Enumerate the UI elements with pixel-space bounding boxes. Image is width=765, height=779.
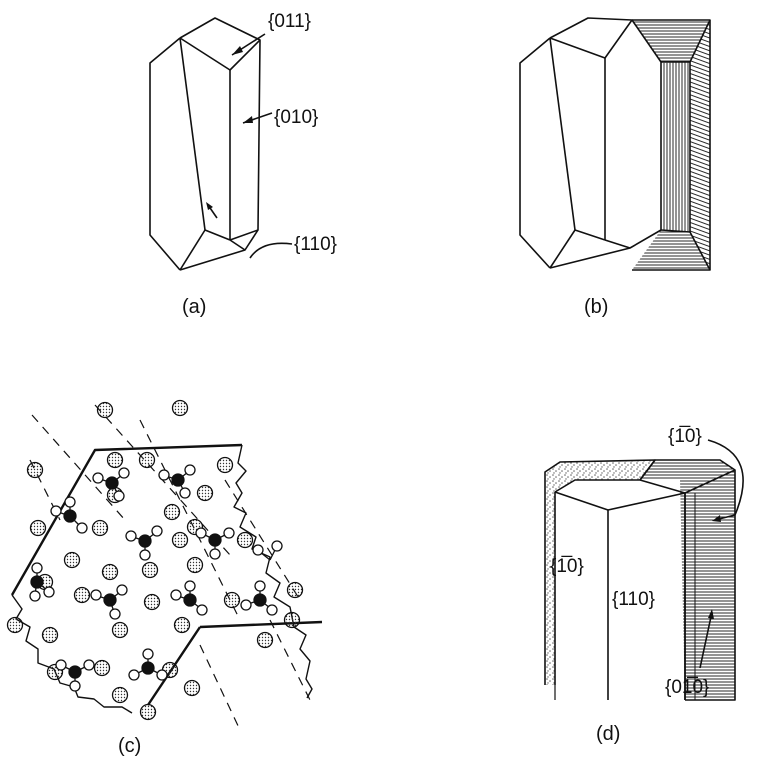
label-110: {110} xyxy=(294,234,337,255)
molecule xyxy=(50,496,88,534)
label-010: {010} xyxy=(274,107,318,128)
label-01bar0: {01̅0} xyxy=(665,677,709,698)
molecule xyxy=(158,464,196,499)
arrow-110-curve xyxy=(249,242,293,259)
panel-d xyxy=(544,439,744,701)
panel-a xyxy=(149,17,293,271)
stippled-molecules xyxy=(6,399,304,721)
crystal-d xyxy=(544,459,736,701)
caption-a: (a) xyxy=(182,296,206,318)
label-1bar0-top: {1̅0} xyxy=(668,426,702,447)
molecule xyxy=(92,467,130,502)
crystal-b xyxy=(519,17,711,271)
arrow-010 xyxy=(242,112,273,124)
trigonal-molecules xyxy=(29,464,283,692)
panel-c xyxy=(6,399,323,731)
molecule xyxy=(195,527,235,560)
caption-c: (c) xyxy=(118,735,141,757)
molecule xyxy=(125,525,163,561)
molecule xyxy=(240,580,278,616)
panel-b xyxy=(519,17,711,271)
label-1bar0-left: {1̅0} xyxy=(550,556,584,577)
molecule xyxy=(170,580,208,616)
molecule xyxy=(90,584,128,620)
caption-d: (d) xyxy=(596,723,620,745)
molecule xyxy=(128,648,168,681)
molecule xyxy=(29,562,55,602)
arrow-011 xyxy=(231,33,266,56)
arrow-01bar0 xyxy=(699,609,714,669)
crystal-a xyxy=(149,17,261,271)
label-110-d: {110} xyxy=(612,589,655,610)
molecule xyxy=(55,659,95,692)
arrow-1bar0-top xyxy=(707,439,744,522)
arrow-small xyxy=(206,202,218,219)
caption-b: (b) xyxy=(584,296,608,318)
molecule xyxy=(252,540,283,561)
label-011: {011} xyxy=(268,11,311,32)
